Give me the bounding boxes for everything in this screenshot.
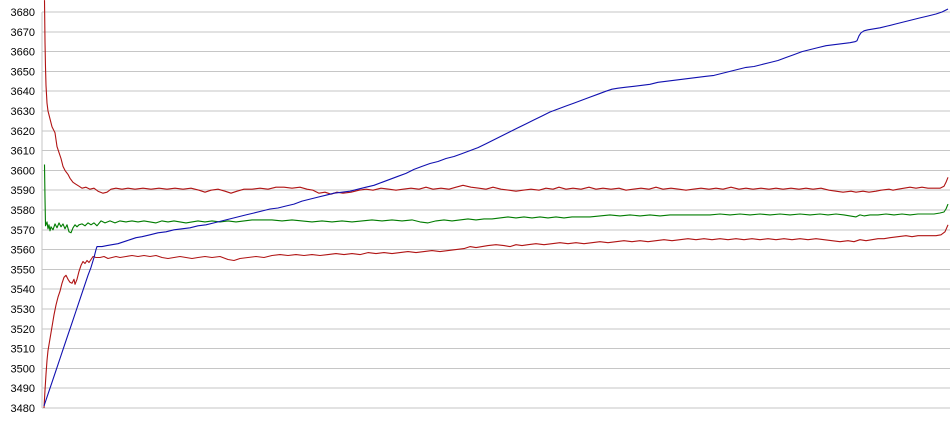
series-line-green bbox=[43, 164, 949, 234]
y-tick-label: 3520 bbox=[11, 324, 35, 336]
series-line-lower-red bbox=[43, 224, 949, 409]
y-tick-label: 3590 bbox=[11, 185, 35, 197]
y-tick-label: 3480 bbox=[11, 403, 35, 415]
y-tick-label: 3570 bbox=[11, 225, 35, 237]
y-tick-label: 3600 bbox=[11, 165, 35, 177]
series-line-upper-red bbox=[43, 0, 949, 195]
y-tick-label: 3680 bbox=[11, 7, 35, 19]
y-tick-label: 3490 bbox=[11, 383, 35, 395]
y-tick-label: 3530 bbox=[11, 304, 35, 316]
y-tick-label: 3640 bbox=[11, 86, 35, 98]
series-line-blue bbox=[43, 8, 949, 407]
y-tick-label: 3670 bbox=[11, 27, 35, 39]
y-tick-label: 3510 bbox=[11, 344, 35, 356]
y-tick-label: 3610 bbox=[11, 146, 35, 158]
y-tick-label: 3550 bbox=[11, 264, 35, 276]
y-tick-label: 3650 bbox=[11, 66, 35, 78]
y-tick-label: 3580 bbox=[11, 205, 35, 217]
y-tick-label: 3500 bbox=[11, 363, 35, 375]
y-tick-label: 3560 bbox=[11, 245, 35, 257]
y-tick-labels-layer: 3680 3670 3660 3650 3640 3630 3620 3610 3600 3590… bbox=[11, 7, 35, 415]
y-tick-label: 3630 bbox=[11, 106, 35, 118]
y-tick-label: 3620 bbox=[11, 126, 35, 138]
series-layer bbox=[43, 0, 949, 409]
y-tick-label: 3540 bbox=[11, 284, 35, 296]
gridlines-layer bbox=[41, 11, 950, 409]
y-tick-label: 3660 bbox=[11, 47, 35, 59]
